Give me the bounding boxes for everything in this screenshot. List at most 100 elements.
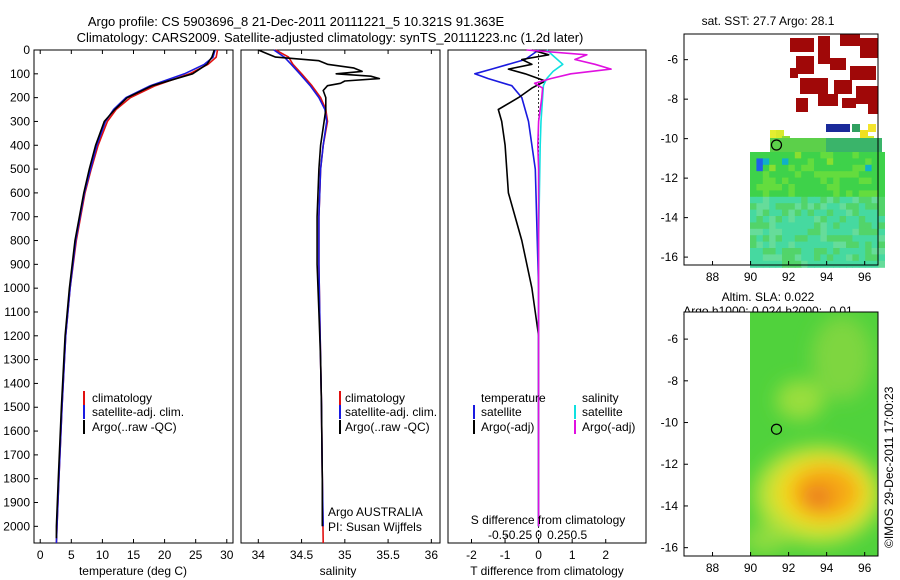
y-tick-label: 300 — [10, 114, 30, 128]
sst-cell — [775, 196, 783, 204]
sst-cell — [858, 164, 866, 172]
sst-no-data-cell — [856, 86, 878, 104]
sst-cell — [788, 190, 796, 198]
sst-cell — [846, 222, 853, 230]
sst-cell — [807, 171, 815, 179]
sst-cell — [782, 222, 789, 230]
sst-cell — [770, 138, 778, 152]
sst-cell — [762, 222, 770, 230]
sst-cell — [782, 190, 789, 198]
sst-cell — [762, 241, 770, 249]
sst-cell — [878, 164, 885, 172]
sst-cell — [865, 254, 873, 262]
legend-s-satellite: satellite — [582, 405, 623, 419]
sst-cell — [814, 222, 821, 230]
sst-cell — [871, 158, 879, 166]
sst-cell — [865, 177, 873, 185]
sst-cell — [833, 203, 841, 211]
x-tick-label: 2 — [602, 548, 609, 562]
x-tick-label: 36 — [425, 548, 439, 562]
sst-cell — [820, 254, 828, 262]
sst-cell — [756, 203, 764, 211]
sst-cell — [852, 158, 860, 166]
sst-cell — [865, 228, 873, 236]
sst-cell — [769, 248, 777, 255]
sst-cell — [756, 235, 764, 243]
sst-cell — [794, 260, 802, 268]
y-tick-label: 400 — [10, 138, 30, 152]
sst-cell — [801, 216, 809, 223]
sla-blob-deep-orange — [804, 485, 832, 509]
sst-cell — [826, 248, 834, 255]
sst-cell — [865, 152, 873, 159]
sst-cell — [865, 164, 873, 172]
sst-cell — [852, 248, 860, 255]
sst-cell — [801, 190, 809, 198]
sst-cell — [769, 184, 777, 191]
sst-cell — [788, 171, 796, 179]
y-tick-label: 800 — [10, 234, 30, 248]
sla-map-panel: Altim. SLA: 0.022 Argo h1000: 0.024 h200… — [661, 290, 879, 575]
sst-cell — [794, 228, 802, 236]
sst-cell — [852, 124, 860, 132]
sst-cell — [782, 196, 789, 204]
sst-no-data-cell — [830, 58, 846, 70]
sst-cell — [820, 158, 828, 166]
sst-cell — [782, 216, 789, 223]
y-tick-label: 100 — [10, 67, 30, 81]
sst-cell — [762, 260, 770, 268]
sst-cell — [788, 158, 796, 166]
sst-cell — [794, 216, 802, 223]
sst-cell — [750, 177, 757, 185]
sst-cell — [826, 203, 834, 211]
sst-cell — [878, 228, 885, 236]
sst-cell — [801, 222, 809, 230]
sst-cell — [769, 228, 777, 236]
sst-cell — [858, 152, 866, 159]
sst-cell — [865, 171, 873, 179]
sst-cell — [801, 228, 809, 236]
y-tick-label: 0 — [23, 43, 30, 57]
sst-cell — [858, 235, 866, 243]
sst-cell — [833, 216, 841, 223]
sst-cell — [756, 216, 764, 223]
sst-cell — [852, 152, 860, 159]
sst-cell — [769, 260, 777, 268]
y-tick-label: 1100 — [4, 305, 30, 319]
sst-cell — [769, 209, 777, 217]
sst-cell — [801, 184, 809, 191]
sst-cell — [801, 248, 809, 255]
x-tick-label: 20 — [158, 548, 172, 562]
sst-cell — [820, 152, 828, 159]
map-y-tick-label: -12 — [661, 457, 679, 471]
sst-cell — [782, 164, 789, 172]
sst-cell — [820, 209, 828, 217]
sst-cell — [810, 138, 818, 152]
sst-cell — [762, 216, 770, 223]
sst-cell — [871, 260, 879, 268]
sst-cell — [788, 254, 796, 262]
sst-cell — [788, 216, 796, 223]
sst-cell — [852, 254, 860, 262]
sst-cell — [852, 222, 860, 230]
sst-cell — [826, 254, 834, 262]
sst-cell — [801, 203, 809, 211]
sla-map-field — [750, 312, 878, 556]
sst-cell — [871, 216, 879, 223]
sst-cell — [762, 235, 770, 243]
sst-cell — [871, 196, 879, 204]
sst-cell — [833, 190, 841, 198]
sst-cell — [852, 184, 860, 191]
sst-cell — [814, 254, 821, 262]
sst-cell — [788, 184, 796, 191]
sst-no-data-cell — [842, 98, 856, 108]
sst-cell — [846, 209, 853, 217]
sst-cell — [794, 164, 802, 172]
sst-cell — [871, 235, 879, 243]
sst-cell — [794, 203, 802, 211]
y-tick-label: 200 — [10, 91, 30, 105]
legend-salinity-heading: salinity — [582, 391, 619, 405]
sst-no-data-cell — [818, 36, 830, 64]
sst-cell — [865, 196, 873, 204]
sst-no-data-cell — [790, 38, 814, 52]
